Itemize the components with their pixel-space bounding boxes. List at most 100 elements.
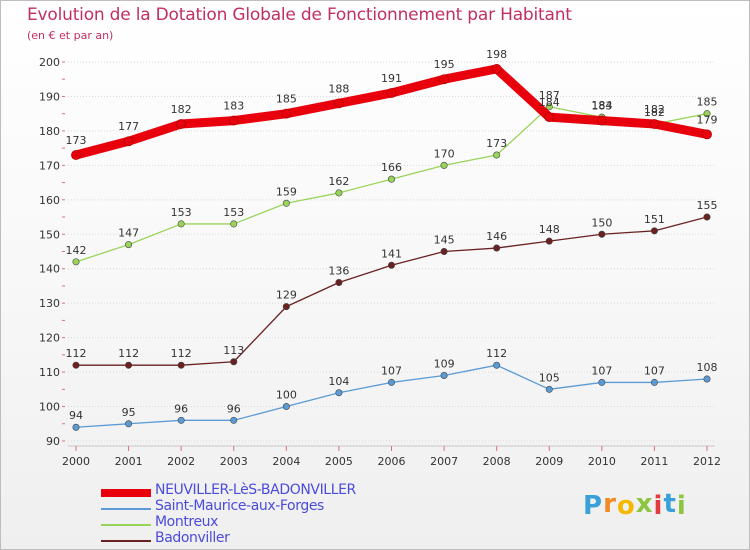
data-labels: 94 95 96 96 100 104 107 109 112 105 107 107 108 142 14… — [66, 48, 718, 422]
y-tick-label: 140 — [39, 263, 60, 276]
x-tick-label: 2011 — [640, 455, 668, 468]
data-label-saint-maurice: 105 — [539, 371, 560, 384]
data-label-badonviller: 112 — [118, 347, 139, 360]
y-tick-label: 200 — [39, 56, 60, 69]
data-label-montreux: 159 — [276, 185, 297, 198]
data-label-saint-maurice: 94 — [69, 409, 83, 422]
data-point-saint-maurice — [440, 372, 448, 380]
data-label-saint-maurice: 112 — [486, 347, 507, 360]
data-label-neuviller: 173 — [66, 134, 87, 147]
legend-label-montreux: Montreux — [155, 514, 219, 530]
data-label-neuviller: 182 — [171, 103, 192, 116]
logo-letter: P — [583, 491, 604, 521]
data-label-neuviller: 185 — [276, 93, 297, 106]
data-point-saint-maurice — [387, 378, 395, 386]
data-label-neuviller: 183 — [591, 100, 612, 113]
data-point-badonviller — [650, 227, 658, 235]
x-tick-label: 2002 — [167, 455, 195, 468]
data-point-montreux — [230, 220, 238, 228]
data-label-montreux: 166 — [381, 161, 402, 174]
x-tick-label: 2006 — [378, 455, 406, 468]
y-tick-label: 120 — [39, 332, 60, 345]
data-point-saint-maurice — [230, 416, 238, 424]
data-point-neuviller — [596, 115, 607, 126]
data-label-badonviller: 151 — [644, 213, 665, 226]
data-point-neuviller — [281, 108, 292, 119]
chart-subtitle: (en € et par an) — [27, 29, 114, 42]
logo-letter: x — [635, 489, 654, 519]
data-label-neuviller: 188 — [328, 82, 349, 95]
data-point-montreux — [545, 103, 553, 111]
legend-swatch-badonviller — [101, 540, 151, 542]
data-point-montreux — [493, 151, 501, 159]
data-label-neuviller: 183 — [223, 100, 244, 113]
data-point-saint-maurice — [703, 375, 711, 383]
data-label-montreux: 185 — [697, 96, 718, 109]
data-point-saint-maurice — [125, 420, 133, 428]
logo-letter: i — [676, 491, 687, 521]
y-tick-label: 180 — [39, 125, 60, 138]
y-tick-label: 170 — [39, 159, 60, 172]
y-tick-label: 130 — [39, 297, 60, 310]
y-axis: 90 100 110 120 130 140 150 160 170 180 190 200 — [39, 56, 65, 448]
y-tick-label: 190 — [39, 90, 60, 103]
data-point-badonviller — [598, 230, 606, 238]
x-tick-label: 2007 — [430, 455, 458, 468]
data-label-saint-maurice: 104 — [328, 375, 349, 388]
data-point-badonviller — [282, 303, 290, 311]
data-label-badonviller: 112 — [171, 347, 192, 360]
y-tick-label: 90 — [46, 435, 60, 448]
data-label-saint-maurice: 95 — [122, 406, 136, 419]
legend-label-saint-maurice: Saint-Maurice-aux-Forges — [155, 498, 324, 514]
x-tick-label: 2001 — [115, 455, 143, 468]
data-point-saint-maurice — [282, 403, 290, 411]
data-label-montreux: 182 — [644, 106, 665, 119]
data-label-badonviller: 148 — [539, 223, 560, 236]
legend-label-neuviller: NEUVILLER-LèS-BADONVILLER — [155, 482, 356, 498]
y-tick-label: 150 — [39, 228, 60, 241]
data-point-neuviller — [544, 112, 555, 123]
data-point-badonviller — [493, 244, 501, 252]
data-point-neuviller — [386, 88, 397, 98]
data-label-neuviller: 182 — [644, 103, 665, 116]
data-label-neuviller: 195 — [434, 58, 455, 71]
data-label-montreux: 153 — [171, 206, 192, 219]
data-point-badonviller — [335, 279, 343, 287]
data-point-neuviller — [649, 119, 660, 129]
data-point-badonviller — [387, 261, 395, 269]
data-point-neuviller — [491, 63, 502, 74]
data-label-neuviller: 198 — [486, 48, 507, 61]
x-tick-label: 2003 — [220, 455, 248, 468]
data-label-montreux: 142 — [66, 244, 87, 257]
data-point-saint-maurice — [650, 378, 658, 386]
data-point-neuviller — [176, 119, 187, 129]
x-tick-label: 2009 — [535, 455, 563, 468]
data-label-saint-maurice: 109 — [434, 358, 455, 371]
data-point-montreux — [282, 199, 290, 207]
chart-title: Evolution de la Dotation Globale de Fonc… — [27, 5, 572, 25]
data-label-montreux: 173 — [486, 137, 507, 150]
data-label-montreux: 184 — [591, 99, 612, 112]
data-label-badonviller: 141 — [381, 247, 402, 260]
logo-letter: t — [663, 489, 677, 519]
x-tick-label: 2010 — [588, 455, 616, 468]
data-label-badonviller: 113 — [223, 344, 244, 357]
logo-letter: r — [603, 489, 617, 519]
data-point-montreux — [440, 161, 448, 169]
series-line-badonviller — [75, 216, 708, 366]
data-point-saint-maurice — [72, 423, 80, 431]
data-point-neuviller — [439, 74, 449, 85]
x-tick-label: 2000 — [62, 455, 90, 468]
x-tick-label: 2012 — [693, 455, 721, 468]
x-axis: 2000 2001 2002 2003 2004 2005 2006 2007 2008 2009… — [62, 445, 721, 468]
legend-swatch-neuviller — [101, 489, 151, 497]
data-point-montreux — [335, 189, 343, 197]
data-label-badonviller: 155 — [697, 199, 718, 212]
data-label-badonviller: 129 — [276, 289, 297, 302]
logo-letter: o — [616, 491, 636, 521]
data-label-montreux: 170 — [434, 147, 455, 160]
data-label-saint-maurice: 107 — [381, 364, 402, 377]
data-label-saint-maurice: 108 — [697, 361, 718, 374]
data-point-neuviller — [228, 115, 239, 126]
